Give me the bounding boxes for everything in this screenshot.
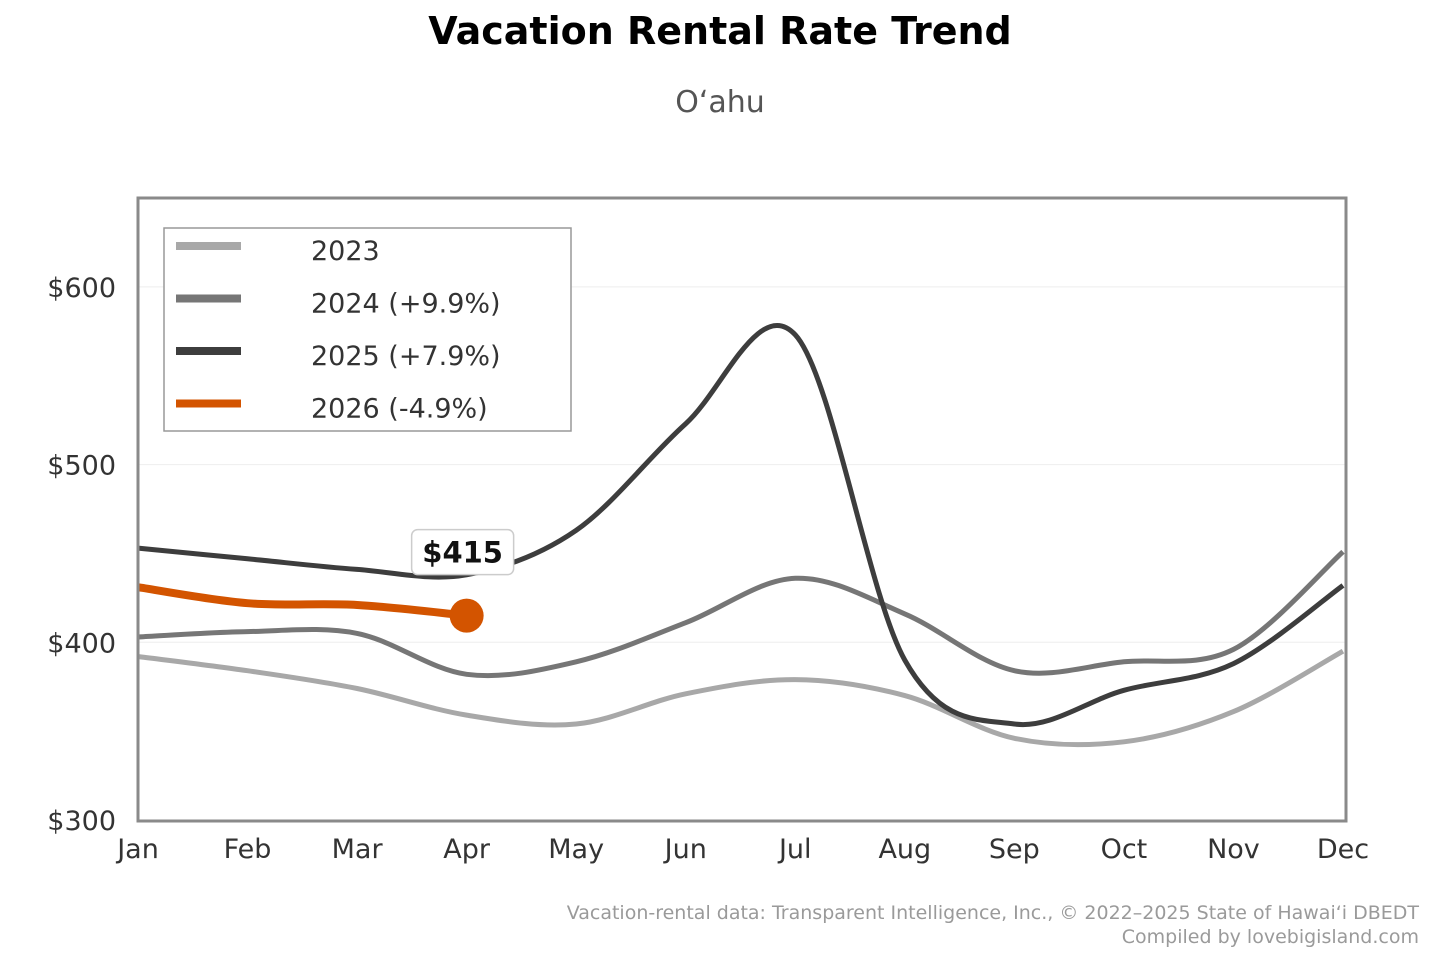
x-tick-label: Mar — [332, 834, 384, 865]
credit-line-compiler: Compiled by lovebigisland.com — [1122, 926, 1419, 948]
series-line-2023 — [137, 649, 1345, 748]
legend-label-2026: 2026 (-4.9%) — [311, 394, 488, 425]
series-lines — [137, 323, 1345, 748]
x-tick-label: Apr — [443, 834, 491, 865]
y-tick-label: $600 — [47, 273, 116, 304]
legend-label-2024: 2024 (+9.9%) — [311, 289, 501, 320]
legend-box — [163, 227, 572, 432]
legend: 2023 2024 (+9.9%) 2025 (+7.9%) 2026 (-4.9%) — [163, 227, 572, 432]
annotation-box — [410, 528, 515, 576]
x-tick-label: May — [548, 834, 604, 865]
x-tick-label: Oct — [1101, 834, 1148, 865]
y-axis-ticks: $300 $400 $500 $600 — [47, 273, 116, 837]
chart-title: Vacation Rental Rate Trend — [428, 9, 1011, 53]
legend-label-2025: 2025 (+7.9%) — [311, 341, 501, 372]
annotation: $415 — [410, 528, 515, 633]
series-line-2025 — [137, 323, 1345, 728]
y-tick-label: $400 — [47, 628, 116, 659]
x-tick-label: Jun — [663, 834, 707, 865]
x-tick-label: Sep — [989, 834, 1040, 865]
x-axis-ticks: Jan Feb Mar Apr May Jun Jul Aug Sep Oct Nov Dec — [115, 834, 1369, 865]
x-tick-label: Dec — [1317, 834, 1369, 865]
plot-frame — [136, 196, 1348, 823]
x-tick-label: Nov — [1207, 834, 1260, 865]
series-line-2026 — [137, 583, 467, 620]
x-tick-label: Feb — [224, 834, 272, 865]
credit-line-source: Vacation-rental data: Transparent Intell… — [567, 902, 1420, 924]
series-line-2024 — [137, 549, 1345, 679]
y-tick-label: $500 — [47, 451, 116, 482]
x-tick-label: Aug — [878, 834, 931, 865]
chart-subtitle: Oʻahu — [675, 85, 765, 120]
current-value-marker — [449, 598, 484, 633]
annotation-label: $415 — [422, 536, 503, 570]
x-tick-label: Jan — [115, 834, 159, 865]
x-tick-label: Jul — [777, 834, 812, 865]
legend-label-2023: 2023 — [311, 236, 380, 267]
y-tick-label: $300 — [47, 806, 116, 837]
